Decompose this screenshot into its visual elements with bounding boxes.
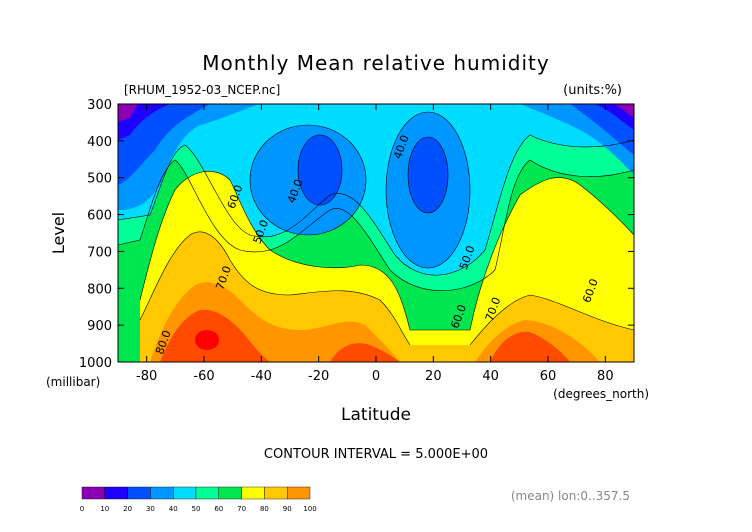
colorbar-swatch bbox=[81, 486, 105, 500]
fill-dry-cell-south-inner bbox=[298, 135, 342, 205]
x-tick-label: 20 bbox=[425, 369, 442, 384]
contour-line-3 bbox=[469, 294, 634, 346]
x-tick-label: 80 bbox=[597, 369, 614, 384]
x-axis-title: Latitude bbox=[341, 405, 411, 425]
colorbar-swatch bbox=[195, 486, 219, 500]
colorbar-tick-label: 10 bbox=[100, 505, 109, 513]
fill-corner-10-left bbox=[118, 104, 138, 122]
units-label: (units:%) bbox=[563, 83, 622, 98]
colorbar-tick-label: 80 bbox=[260, 505, 269, 513]
colorbar-tick-label: 20 bbox=[123, 505, 132, 513]
contour-line-9 bbox=[118, 159, 634, 291]
colorbar-tick-label: 60 bbox=[214, 505, 223, 513]
colorbar-swatch bbox=[104, 486, 128, 500]
x-axis: -80 -60 -40 -20 0 20 40 60 80 bbox=[136, 104, 614, 384]
colorbar-swatch bbox=[150, 486, 174, 500]
fill-corner-10-right bbox=[615, 104, 634, 118]
contour-fill-layer bbox=[118, 104, 634, 362]
contour-line-5 bbox=[385, 111, 471, 269]
fill-core-max bbox=[195, 330, 219, 350]
x-tick-label: 40 bbox=[482, 369, 499, 384]
contour-interval-text: CONTOUR INTERVAL = 5.000E+00 bbox=[264, 447, 488, 462]
x-tick-label: -60 bbox=[193, 369, 214, 384]
y-tick-label: 500 bbox=[87, 172, 112, 187]
colorbar-tick-label: 0 bbox=[80, 505, 84, 513]
colorbar-swatch bbox=[218, 486, 242, 500]
y-axis-title: Level bbox=[49, 212, 68, 254]
colorbar-tick-label: 30 bbox=[146, 505, 155, 513]
contour-line-7 bbox=[407, 136, 449, 214]
y-axis: 300 400 500 600 700 800 900 1000 bbox=[79, 98, 634, 371]
y-tick-label: 300 bbox=[87, 98, 112, 113]
y-tick-label: 400 bbox=[87, 135, 112, 150]
colorbar-tick-label: 90 bbox=[283, 505, 292, 513]
x-tick-label: 60 bbox=[540, 369, 557, 384]
colorbar-tick-label: 100 bbox=[303, 505, 316, 513]
y-tick-label: 600 bbox=[87, 209, 112, 224]
colorbar-swatch bbox=[127, 486, 151, 500]
y-tick-label: 1000 bbox=[79, 356, 112, 371]
colorbar-swatch bbox=[287, 486, 311, 500]
fill-band-100-110-right bbox=[490, 331, 570, 362]
y-tick-label: 800 bbox=[87, 282, 112, 297]
colorbar-tick-label: 50 bbox=[192, 505, 201, 513]
x-tick-label: -40 bbox=[251, 369, 272, 384]
contour-line-1 bbox=[139, 171, 634, 331]
contour-lines bbox=[118, 111, 634, 346]
colorbar-swatch bbox=[241, 486, 265, 500]
file-label: [RHUM_1952-03_NCEP.nc] bbox=[124, 83, 280, 97]
contour-plot-area: 40.040.060.050.070.080.050.060.0 70.060.0… bbox=[79, 98, 635, 384]
fill-dry-cell-north-inner bbox=[408, 137, 448, 213]
x-tick-label: 0 bbox=[372, 369, 380, 384]
contour-line-2 bbox=[139, 231, 411, 346]
contour-line-8 bbox=[118, 134, 634, 276]
fill-corner-30-left bbox=[118, 104, 210, 185]
contour-line-6 bbox=[297, 134, 343, 206]
contour-line-4 bbox=[249, 124, 367, 236]
x-axis-unit: (degrees_north) bbox=[553, 387, 649, 401]
y-axis-unit: (millibar) bbox=[46, 375, 100, 389]
x-tick-label: -80 bbox=[136, 369, 157, 384]
colorbar: 0 10 20 30 40 50 60 70 80 90 100 bbox=[80, 486, 317, 513]
colorbar-swatch bbox=[172, 486, 197, 500]
fill-band-100-110-mid bbox=[330, 343, 400, 362]
chart-title: Monthly Mean relative humidity bbox=[202, 51, 549, 75]
colorbar-swatch bbox=[264, 486, 288, 500]
x-tick-label: -20 bbox=[308, 369, 329, 384]
y-tick-label: 900 bbox=[87, 319, 112, 334]
y-tick-label: 700 bbox=[87, 245, 112, 260]
colorbar-tick-label: 40 bbox=[169, 505, 178, 513]
colorbar-tick-label: 70 bbox=[237, 505, 246, 513]
footer-text: (mean) lon:0..357.5 bbox=[511, 489, 630, 503]
